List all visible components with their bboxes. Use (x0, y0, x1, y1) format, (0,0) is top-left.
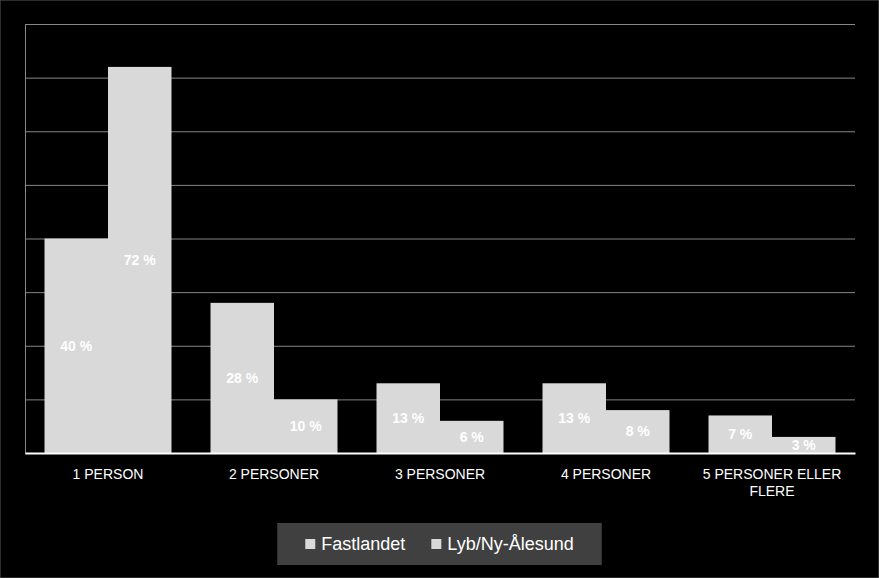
x-tick-label-line: 5 PERSONER ELLER (703, 466, 842, 482)
legend-box (277, 523, 601, 565)
legend-label: Lyb/Ny-Ålesund (447, 534, 573, 554)
chart: 40 %28 %13 %13 %7 %72 %10 %6 %8 %3 %1 PE… (0, 0, 879, 578)
data-label: 3 % (792, 437, 817, 453)
y-axis-line (26, 25, 856, 454)
x-tick-label-line: 3 PERSONER (395, 466, 485, 482)
data-label: 10 % (290, 418, 322, 434)
x-tick: 2 PERSONER (229, 453, 319, 482)
bar (543, 383, 606, 453)
x-tick-label-line: 2 PERSONER (229, 466, 319, 482)
bar (108, 67, 171, 453)
x-tick-label-line: FLERE (749, 483, 794, 499)
legend-item: Fastlandet (305, 534, 405, 554)
bar (606, 410, 669, 453)
background (0, 0, 879, 578)
bar (377, 383, 440, 453)
x-tick: 5 PERSONER ELLERFLERE (703, 453, 842, 499)
y-tick (25, 24, 855, 25)
y-axis (25, 25, 855, 454)
bar (440, 421, 503, 453)
x-axis: 1 PERSON 2 PERSONER 3 PERSONER 4 PERSONER 5 … (26, 453, 856, 499)
legend-item: Lyb/Ny-Ålesund (431, 534, 573, 554)
y-tick (25, 453, 855, 454)
bar (772, 437, 835, 453)
x-tick-label: 1 PERSON (73, 466, 144, 482)
x-tick-label: 4 PERSONER (561, 466, 651, 482)
data-labels: 40 % 28 % 13 % 13 % 7 % 72 % 10 % 6 % 8 % 3 % (60, 252, 816, 453)
data-label: 40 % (60, 338, 92, 354)
grid-line (25, 453, 855, 454)
x-tick-label: 5 PERSONER ELLERFLERE (703, 466, 842, 499)
data-label: 13 % (392, 410, 424, 426)
data-label: 8 % (626, 423, 651, 439)
legend-swatch (305, 539, 315, 549)
grid-line (25, 24, 855, 25)
bar (274, 399, 337, 453)
data-label: 6 % (460, 429, 485, 445)
x-tick-label: 2 PERSONER (229, 466, 319, 482)
data-label: 28 % (226, 370, 258, 386)
x-tick: 1 PERSON (73, 453, 144, 482)
x-tick-label: 3 PERSONER (395, 466, 485, 482)
x-tick-label-line: 1 PERSON (73, 466, 144, 482)
legend-swatch (431, 539, 441, 549)
x-tick: 3 PERSONER (395, 453, 485, 482)
x-tick: 4 PERSONER (561, 453, 651, 482)
plot: 40 %28 %13 %13 %7 %72 %10 %6 %8 %3 %1 PE… (25, 25, 856, 499)
data-label: 13 % (558, 410, 590, 426)
series (108, 67, 835, 453)
x-tick-label-line: 4 PERSONER (561, 466, 651, 482)
bar (709, 415, 772, 453)
bar (211, 303, 274, 453)
bars (45, 67, 836, 453)
x-axis-line (26, 453, 856, 455)
legend-label: Fastlandet (321, 534, 405, 554)
bar (45, 239, 108, 454)
data-label: 72 % (124, 252, 156, 268)
data-label: 7 % (728, 426, 753, 442)
legend: Fastlandet Lyb/Ny-Ålesund (277, 523, 601, 565)
